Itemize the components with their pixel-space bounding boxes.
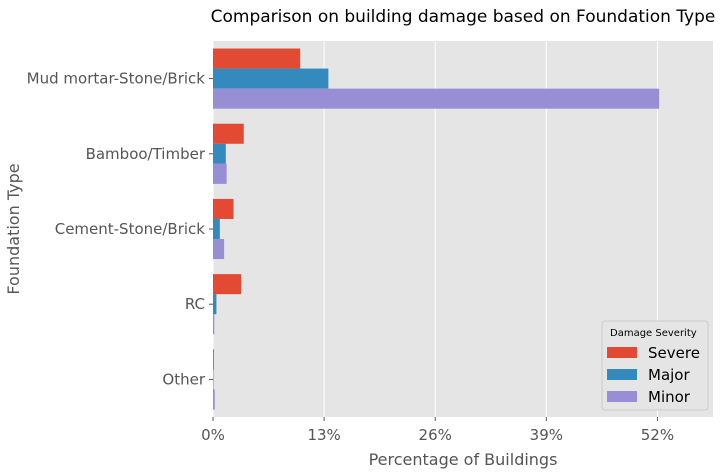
y-tick-label: Cement-Stone/Brick — [55, 220, 206, 238]
bar-major-2 — [213, 218, 220, 240]
legend: Damage Severity Severe Major Minor — [601, 320, 709, 411]
legend-title: Damage Severity — [610, 328, 697, 339]
legend-items: Severe Major Minor — [607, 344, 700, 406]
legend-swatch-severe — [607, 347, 637, 358]
x-tick-label: 13% — [307, 426, 340, 444]
bar-major-0 — [213, 68, 329, 89]
bar-minor-2 — [213, 239, 225, 260]
x-tick-label: 26% — [419, 426, 452, 444]
legend-label-severe: Severe — [648, 344, 700, 362]
bar-minor-0 — [213, 88, 660, 109]
x-tick-label: 0% — [201, 426, 225, 444]
bar-severe-2 — [213, 198, 234, 219]
legend-label-major: Major — [648, 366, 690, 384]
chart-title: Comparison on building damage based on F… — [211, 7, 716, 27]
bar-severe-4 — [213, 349, 214, 370]
y-tick-label: Other — [162, 370, 205, 388]
bars — [213, 48, 660, 410]
y-tick-label: Mud mortar-Stone/Brick — [27, 70, 206, 88]
bar-severe-0 — [213, 48, 301, 69]
legend-label-minor: Minor — [648, 388, 691, 406]
bar-minor-4 — [213, 389, 215, 410]
x-tick-label: 52% — [641, 426, 674, 444]
bar-major-1 — [213, 143, 226, 164]
legend-swatch-minor — [607, 391, 637, 402]
x-tick-label: 39% — [530, 426, 563, 444]
bar-major-3 — [213, 294, 217, 315]
bar-severe-1 — [213, 123, 244, 144]
bar-severe-3 — [213, 274, 242, 295]
x-axis-label: Percentage of Buildings — [369, 450, 558, 469]
legend-box — [601, 320, 709, 411]
bar-minor-3 — [213, 314, 215, 335]
axis-ticks: 0% 13% 26% 39% 52% Mud mortar-Stone/Brick Bamb… — [27, 70, 674, 444]
bar-minor-1 — [213, 163, 227, 184]
y-tick-label: Bamboo/Timber — [86, 145, 206, 163]
y-axis-label: Foundation Type — [4, 163, 23, 294]
legend-swatch-major — [607, 369, 637, 380]
y-tick-label: RC — [185, 295, 205, 313]
